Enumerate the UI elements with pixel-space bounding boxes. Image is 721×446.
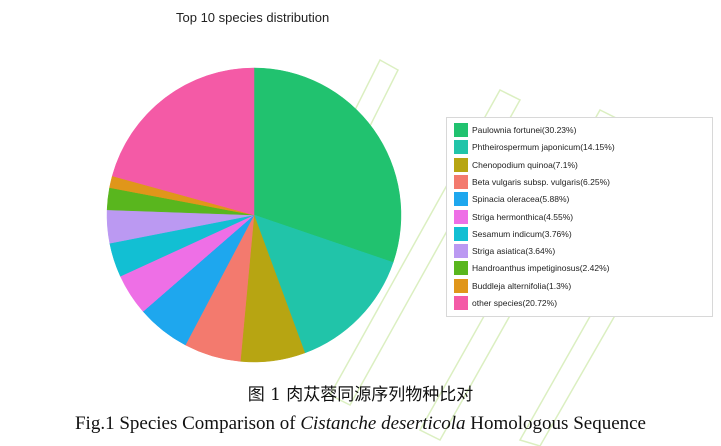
pie-slice [253,67,402,263]
caption-en-part1: Fig.1 Species Comparison of [74,413,301,434]
legend-swatch [454,296,468,310]
legend-item: Beta vulgaris subsp. vulgaris(6.25%) [454,174,610,189]
legend-label: Striga hermonthica(4.55%) [472,211,574,222]
pie-slice [253,214,394,354]
legend-label: Striga asiatica(3.64%) [472,246,556,257]
legend-label: Phtheirospermum japonicum(14.15%) [472,142,615,153]
legend-item: other species(20.72%) [454,296,557,310]
legend-label: other species(20.72%) [472,298,558,308]
legend-item: Buddleja alternifolia(1.3%) [454,278,572,293]
legend-item: Spinacia oleracea(5.88%) [454,192,570,207]
legend-swatch [454,140,468,155]
legend-label: Paulownia fortunei(30.23%) [472,125,577,135]
legend-item: Striga asiatica(3.64%) [454,244,556,259]
legend-label: Beta vulgaris subsp. vulgaris(6.25%) [472,176,610,187]
legend-item: Phtheirospermum japonicum(14.15%) [454,140,615,155]
legend-label: Spinacia oleracea(5.88%) [472,194,570,205]
legend-label: Buddleja alternifolia(1.3%) [472,280,572,291]
legend-item: Paulownia fortunei(30.23%) [454,123,576,137]
legend-swatch [454,226,468,241]
pie-slices [106,67,402,363]
legend-swatch [454,123,468,137]
legend-swatch [454,244,468,259]
legend-swatch [454,261,468,276]
legend-swatch [454,192,468,207]
legend-item: Sesamum indicum(3.76%) [454,226,572,241]
caption-en-species: Cistanche deserticola [300,413,466,434]
pie-slice [111,67,255,216]
figure-caption-chinese: 图 1 肉苁蓉同源序列物种比对 [247,385,474,405]
legend-label: Chenopodium quinoa(7.1%) [472,159,578,170]
legend-item: Handroanthus impetiginosus(2.42%) [454,261,610,276]
caption-en-part2: Homologous Sequence [465,413,646,434]
legend: Paulownia fortunei(30.23%) Phtheirospermu… [446,117,713,317]
legend-label: Sesamum indicum(3.76%) [472,228,572,239]
legend-swatch [454,209,468,224]
legend-swatch [454,278,468,293]
figure-caption-english: Fig.1 Species Comparison of Cistanche de… [0,413,721,435]
legend-swatch [454,157,468,172]
legend-label: Handroanthus impetiginosus(2.42%) [472,263,610,274]
legend-item: Chenopodium quinoa(7.1%) [454,157,578,172]
legend-item: Striga hermonthica(4.55%) [454,209,574,224]
legend-swatch [454,174,468,189]
chart-title: Top 10 species distribution [176,10,330,25]
